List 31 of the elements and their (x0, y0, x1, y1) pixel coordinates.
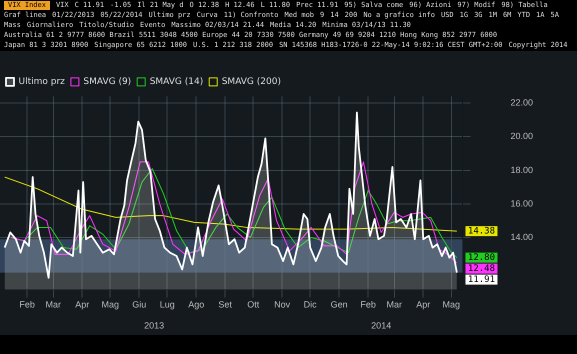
x-tick-label: Lug (160, 299, 175, 310)
legend-label: SMAVG (200) (222, 77, 281, 88)
x-tick-label: Mag (101, 299, 120, 310)
legend-label: Ultimo prz (18, 77, 66, 88)
x-tick-label: Giu (132, 299, 146, 310)
y-tick-label: 20.00 (510, 131, 534, 142)
x2-tick-label: 2013 (144, 320, 164, 330)
y-tick-label: 16.00 (510, 198, 534, 208)
data-label: 12.80 (468, 253, 496, 264)
x-tick-label: Ott (247, 299, 260, 310)
x-tick-label: Feb (19, 299, 35, 310)
x2-tick-label: 2014 (371, 320, 392, 330)
legend-label: SMAVG (14) (150, 77, 204, 88)
x-tick-label: Mag (442, 299, 460, 310)
data-label: 14.38 (468, 226, 496, 236)
x-tick-label: Apr (75, 299, 90, 310)
y-tick-label: 14.00 (510, 232, 534, 242)
x-tick-label: Apr (416, 299, 430, 310)
y-tick-label: 22.00 (510, 98, 534, 108)
x-tick-label: Gen (330, 299, 348, 310)
x-tick-label: Ago (188, 299, 204, 310)
x-tick-label: Feb (360, 299, 376, 310)
y-tick-label: 18.00 (510, 164, 534, 175)
legend-label: SMAVG (9) (83, 77, 132, 88)
x-tick-label: Set (218, 299, 232, 310)
x-tick-label: Dic (304, 299, 318, 310)
x-tick-label: Mar (386, 299, 402, 310)
data-label: 11.91 (468, 275, 496, 286)
x-tick-label: Nov (274, 299, 291, 310)
data-label: 12.48 (468, 264, 496, 274)
x-tick-label: Mar (46, 299, 62, 310)
